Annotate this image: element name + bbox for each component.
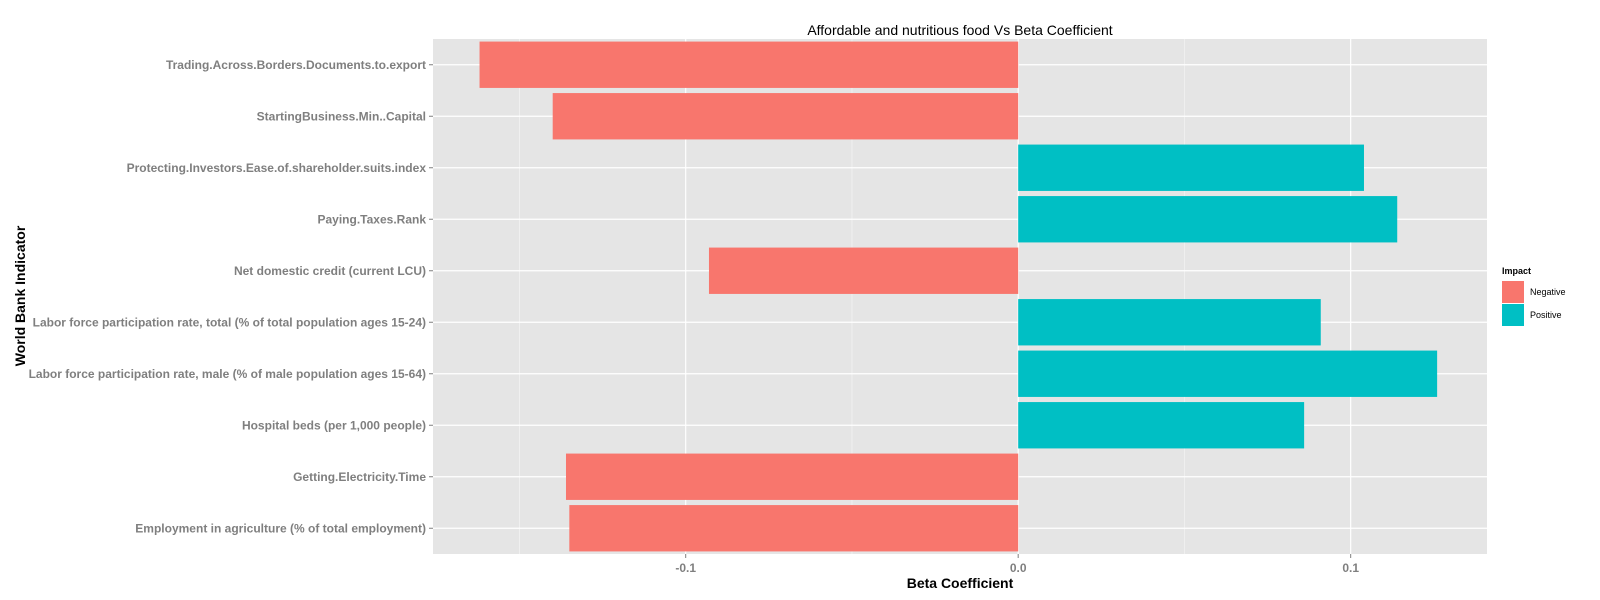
x-tick-label: 0.0 xyxy=(1010,561,1027,575)
bar-positive xyxy=(1018,299,1321,346)
y-axis: Trading.Across.Borders.Documents.to.expo… xyxy=(29,58,433,535)
legend-title: Impact xyxy=(1502,266,1531,276)
legend-swatch-positive xyxy=(1502,304,1524,326)
y-tick-label: Protecting.Investors.Ease.of.shareholder… xyxy=(127,161,427,175)
bar-positive xyxy=(1018,144,1364,191)
y-axis-title: World Bank Indicator xyxy=(12,225,28,366)
x-axis: -0.1 0.0 0.1 xyxy=(675,554,1359,575)
legend: Impact Negative Positive xyxy=(1502,266,1566,326)
y-tick-label: Hospital beds (per 1,000 people) xyxy=(242,418,426,432)
legend-label-positive: Positive xyxy=(1530,310,1562,320)
y-tick-label: StartingBusiness.Min..Capital xyxy=(257,109,426,123)
legend-swatch-negative xyxy=(1502,281,1524,303)
bar-negative xyxy=(565,453,1019,500)
bar-negative xyxy=(552,93,1019,140)
bar-positive xyxy=(1018,350,1438,397)
y-tick-label: Trading.Across.Borders.Documents.to.expo… xyxy=(166,58,426,72)
legend-label-negative: Negative xyxy=(1530,287,1566,297)
bar-negative xyxy=(479,41,1019,88)
bar-positive xyxy=(1018,196,1398,243)
x-tick-label: -0.1 xyxy=(675,561,696,575)
y-tick-label: Labor force participation rate, male (% … xyxy=(29,367,426,381)
x-tick-label: 0.1 xyxy=(1342,561,1359,575)
bar-positive xyxy=(1018,402,1305,449)
y-tick-label: Paying.Taxes.Rank xyxy=(318,212,427,226)
x-axis-title: Beta Coefficient xyxy=(907,575,1014,591)
bar-negative xyxy=(569,505,1019,552)
bars xyxy=(479,41,1438,552)
y-tick-label: Employment in agriculture (% of total em… xyxy=(135,521,426,535)
y-tick-label: Net domestic credit (current LCU) xyxy=(234,264,426,278)
y-tick-label: Getting.Electricity.Time xyxy=(293,470,426,484)
chart-title: Affordable and nutritious food Vs Beta C… xyxy=(807,22,1112,38)
y-tick-label: Labor force participation rate, total (%… xyxy=(33,315,426,329)
bar-negative xyxy=(708,247,1019,294)
